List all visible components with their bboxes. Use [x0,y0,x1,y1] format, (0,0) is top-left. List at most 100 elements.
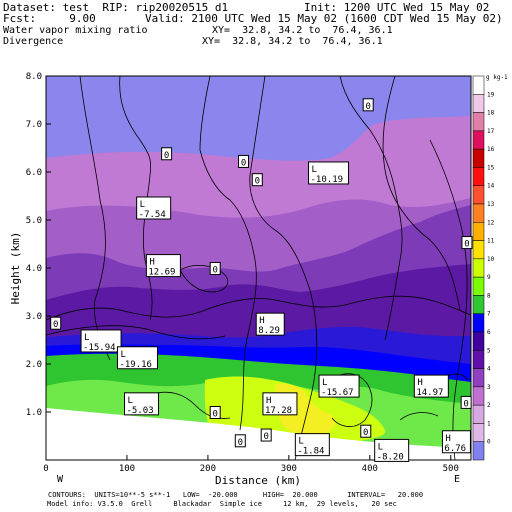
colorbar-swatch [472,130,485,150]
contour-zero-label: 0 [161,147,173,161]
zero-label-text: 0 [464,240,469,250]
annotation-box [116,346,158,370]
zero-label-box [461,236,473,250]
colorbar-level: 13 [487,201,495,208]
zero-label-box [362,98,374,112]
contour-zero-label: 0 [461,236,473,250]
zero-label-text: 0 [263,432,268,442]
field2-xy: XY= 32.8, 34.2 to 76.4, 36.1 [202,36,383,47]
x-tick-label: 500 [443,464,459,474]
colorbar-swatch [472,222,485,241]
y-ticks: 1.0 2.0 3.0 4.0 5.0 6.0 7.0 8.0 [26,72,51,418]
divergence-contours [46,76,471,460]
annotation-type: L [128,396,133,406]
contour-zero-label: 0 [251,173,263,187]
zero-label-box [209,261,221,275]
extremum-annotation: H12.69 [145,254,181,278]
mixing-ratio-fill [46,76,471,460]
annotation-type: H [417,378,422,388]
extremum-annotation: L-15.67 [318,374,360,398]
field1-label: Water vapor mixing ratio [3,25,148,36]
x-tick-label: 200 [200,464,216,474]
extremum-annotation: L-15.94 [80,329,122,353]
annotation-box [262,392,298,416]
annotation-layer: L-10.19L-7.54H12.69H8.29L-15.94L-19.16L-… [80,161,471,462]
zero-label-text: 0 [212,409,217,419]
field2-label: Divergence [3,36,64,47]
y-tick-label: 1.0 [26,408,42,418]
colorbar-level: 0 [487,439,491,446]
annotation-value: -8.20 [377,452,404,462]
zero-label-text: 0 [255,177,260,187]
colorbar-swatch [472,112,485,132]
zero-label-box [50,316,62,330]
colorbar-swatch [472,386,485,406]
annotation-box [294,433,330,457]
contour-zero-label: 0 [360,424,372,438]
contour-zero-label: 0 [209,405,221,419]
colorbar-swatch [472,203,485,223]
zero-label-text: 0 [212,265,217,275]
zero-label-box [360,424,372,438]
annotation-type: H [259,316,264,326]
annotation-type: H [266,396,271,406]
annotation-value: 17.28 [265,406,292,416]
annotation-value: 12.69 [148,268,175,278]
zero-label-text: 0 [164,151,169,161]
x-tick-label: 400 [362,464,378,474]
zero-label-text: 0 [238,438,243,448]
colorbar-level: 8 [487,292,491,299]
annotation-type: H [149,258,154,268]
zero-label-text: 0 [463,399,468,409]
annotation-box [413,374,449,398]
x-ticks: 0 100 200 300 400 500 [43,455,459,474]
contour-zero-label: 0 [460,395,472,409]
extremum-annotation: H8.29 [255,312,285,336]
colorbar-level: 17 [487,128,495,135]
extremum-annotation: L-5.03 [124,392,160,416]
colorbar-level: 14 [487,183,495,190]
annotation-type: L [312,165,317,175]
colorbar-level: 1 [487,420,491,427]
extremum-annotation: L-1.84 [294,433,330,457]
annotation-box [136,196,172,220]
colorbar-swatch [472,94,485,113]
x-tick-label: 0 [43,464,48,474]
y-tick-label: 4.0 [26,264,42,274]
extremum-annotation: L-8.20 [374,438,410,462]
colorbar-swatch [472,404,485,424]
annotation-value: -15.94 [83,343,116,353]
annotation-type: H [445,434,450,444]
init-label: Init: 1200 UTC Wed 15 May 02 [304,1,490,14]
annotation-value: -5.03 [127,406,154,416]
annotation-value: -19.16 [119,360,152,370]
zero-label-text: 0 [241,158,246,168]
colorbar-level: 6 [487,329,491,336]
west-label: W [57,474,64,485]
zero-label-text: 0 [53,320,58,330]
annotation-box [124,392,160,416]
y-tick-label: 2.0 [26,360,42,370]
extremum-annotation: L-7.54 [136,196,172,220]
colorbar-unit: g kg-1 [486,74,508,81]
annotation-box [255,312,285,336]
colorbar-level: 12 [487,219,495,226]
y-axis: 1.0 2.0 3.0 4.0 5.0 6.0 7.0 8.0 Height (km) [9,72,51,418]
x-axis: 0 100 200 300 400 500 Distance (km) [43,455,459,487]
colorbar-swatch [472,350,485,369]
colorbar-level: 9 [487,274,491,281]
fcst-label: Fcst: 9.00 [3,12,96,25]
annotation-value: -1.84 [297,447,324,457]
colorbar-swatch [472,276,485,296]
zero-label-text: 0 [363,428,368,438]
field1-xy: XY= 32.8, 34.2 to 76.4, 36.1 [212,25,393,36]
zero-label-box [238,154,250,168]
extremum-annotation: L-19.16 [116,346,158,370]
colorbar-swatch [472,167,485,186]
colorbar-level: 3 [487,384,491,391]
zero-label-box [251,173,263,187]
annotation-value: 8.29 [258,326,280,336]
annotation-value: 6.76 [444,444,466,454]
valid-label: Valid: 2100 UTC Wed 15 May 02 (1600 CDT … [145,12,503,25]
